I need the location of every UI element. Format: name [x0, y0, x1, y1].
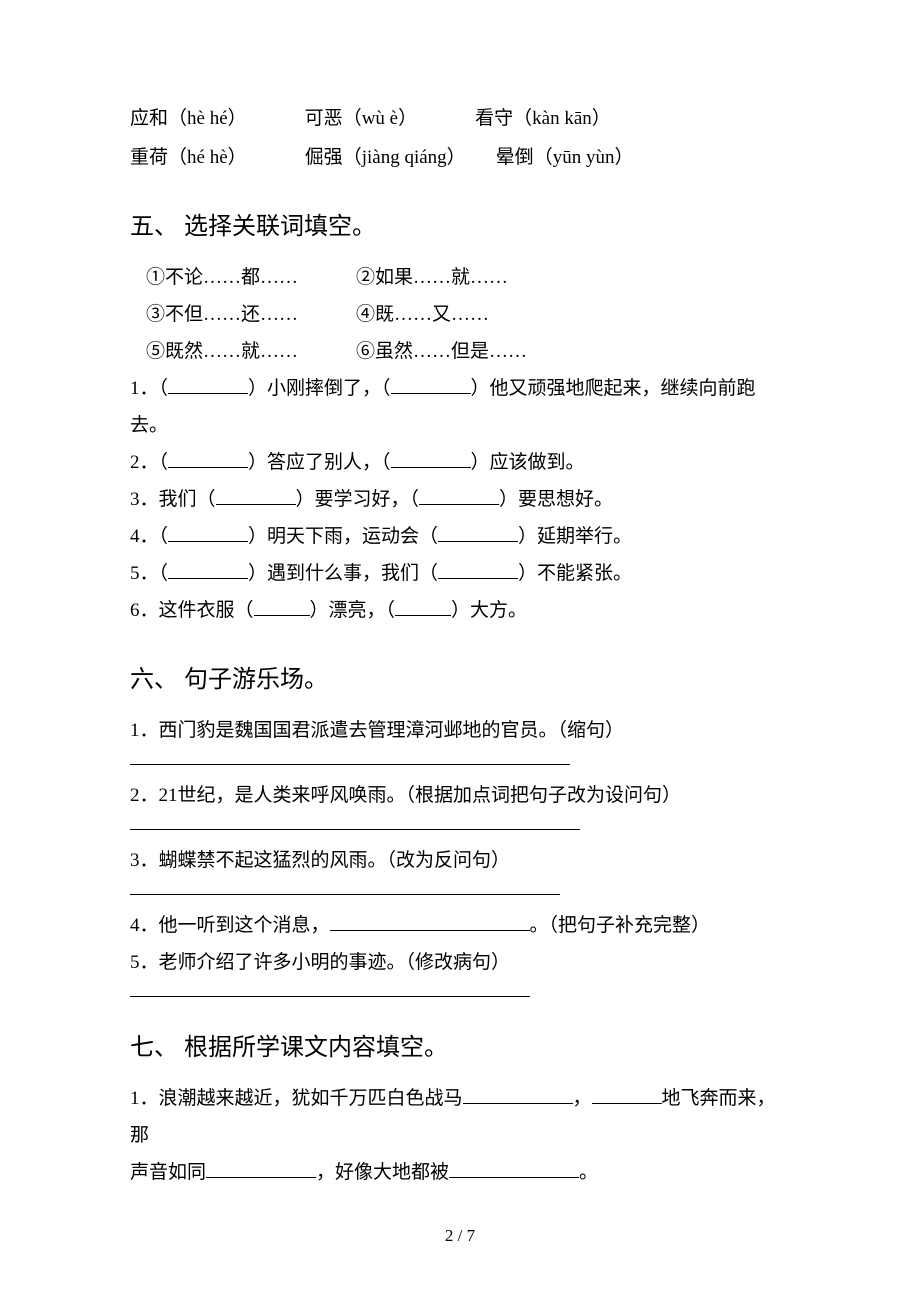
s5-q1-cont: 去。 [130, 407, 790, 444]
blank[interactable] [592, 1086, 662, 1104]
conj-item: ⑤既然……就…… [146, 333, 356, 370]
answer-line[interactable] [130, 828, 580, 830]
conj-row: ③不但……还…… ④既……又…… [146, 296, 790, 333]
s5-q6: 6．这件衣服（）漂亮，（）大方。 [130, 592, 790, 629]
blank[interactable] [206, 1160, 316, 1178]
conj-item: ③不但……还…… [146, 296, 356, 333]
s5-q2: 2．（）答应了别人，（）应该做到。 [130, 444, 790, 481]
conj-item: ②如果……就…… [356, 259, 566, 296]
s6-q1: 1．西门豹是魏国国君派遣去管理漳河邺地的官员。（缩句） [130, 712, 790, 749]
answer-line[interactable] [130, 763, 570, 765]
blank[interactable] [438, 524, 518, 542]
pinyin-item: 晕倒（yūn yùn） [496, 139, 634, 176]
pinyin-item: 应和（hè hé） [130, 100, 247, 137]
conj-row: ⑤既然……就…… ⑥虽然……但是…… [146, 333, 790, 370]
pinyin-item: 重荷（hé hè） [130, 139, 247, 176]
pinyin-row-2: 重荷（hé hè） 倔强（jiàng qiáng） 晕倒（yūn yùn） [130, 139, 790, 176]
blank[interactable] [168, 450, 248, 468]
blank[interactable] [419, 487, 499, 505]
s5-q1: 1．（）小刚摔倒了，（）他又顽强地爬起来，继续向前跑 [130, 370, 790, 407]
pinyin-item: 可恶（wù è） [305, 100, 417, 137]
blank[interactable] [168, 524, 248, 542]
blank[interactable] [395, 598, 451, 616]
pinyin-row-1: 应和（hè hé） 可恶（wù è） 看守（kàn kān） [130, 100, 790, 137]
conj-item: ④既……又…… [356, 296, 566, 333]
conj-item: ①不论……都…… [146, 259, 356, 296]
blank[interactable] [330, 913, 530, 931]
page-number: 2 / 7 [0, 1219, 920, 1252]
section7-title: 七、 根据所学课文内容填空。 [130, 1025, 790, 1072]
s6-q3: 3．蝴蝶禁不起这猛烈的风雨。（改为反问句） [130, 842, 790, 879]
s5-q5: 5．（）遇到什么事，我们（）不能紧张。 [130, 555, 790, 592]
pinyin-item: 倔强（jiàng qiáng） [305, 139, 466, 176]
s5-q3: 3．我们（）要学习好，（）要思想好。 [130, 481, 790, 518]
blank[interactable] [254, 598, 310, 616]
answer-line[interactable] [130, 995, 530, 997]
blank[interactable] [391, 376, 471, 394]
page: 应和（hè hé） 可恶（wù è） 看守（kàn kān） 重荷（hé hè）… [0, 0, 920, 1302]
section5-title: 五、 选择关联词填空。 [130, 204, 790, 251]
s6-q5: 5．老师介绍了许多小明的事迹。（修改病句） [130, 944, 790, 981]
blank[interactable] [463, 1086, 573, 1104]
blank[interactable] [438, 561, 518, 579]
s5-q4: 4．（）明天下雨，运动会（）延期举行。 [130, 518, 790, 555]
s6-q4: 4．他一听到这个消息，。（把句子补充完整） [130, 907, 790, 944]
blank[interactable] [391, 450, 471, 468]
conj-row: ①不论……都…… ②如果……就…… [146, 259, 790, 296]
pinyin-item: 看守（kàn kān） [475, 100, 611, 137]
s7-q1: 1．浪潮越来越近，犹如千万匹白色战马，地飞奔而来，那 [130, 1080, 790, 1154]
answer-line[interactable] [130, 893, 560, 895]
section6-title: 六、 句子游乐场。 [130, 657, 790, 704]
blank[interactable] [216, 487, 296, 505]
blank[interactable] [449, 1160, 579, 1178]
conj-item: ⑥虽然……但是…… [356, 333, 566, 370]
blank[interactable] [168, 561, 248, 579]
s7-q1-cont: 声音如同，好像大地都被。 [130, 1154, 790, 1191]
s6-q2: 2．21世纪，是人类来呼风唤雨。（根据加点词把句子改为设问句） [130, 777, 790, 814]
blank[interactable] [168, 376, 248, 394]
